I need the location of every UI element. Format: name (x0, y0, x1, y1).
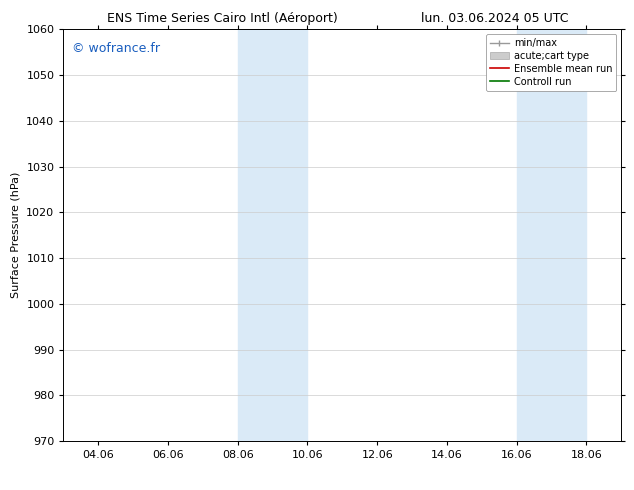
Y-axis label: Surface Pressure (hPa): Surface Pressure (hPa) (11, 172, 21, 298)
Text: lun. 03.06.2024 05 UTC: lun. 03.06.2024 05 UTC (421, 12, 568, 25)
Text: © wofrance.fr: © wofrance.fr (72, 42, 160, 55)
Text: ENS Time Series Cairo Intl (Aéroport): ENS Time Series Cairo Intl (Aéroport) (107, 12, 337, 25)
Legend: min/max, acute;cart type, Ensemble mean run, Controll run: min/max, acute;cart type, Ensemble mean … (486, 34, 616, 91)
Bar (517, 29, 586, 441)
Bar (238, 29, 307, 441)
